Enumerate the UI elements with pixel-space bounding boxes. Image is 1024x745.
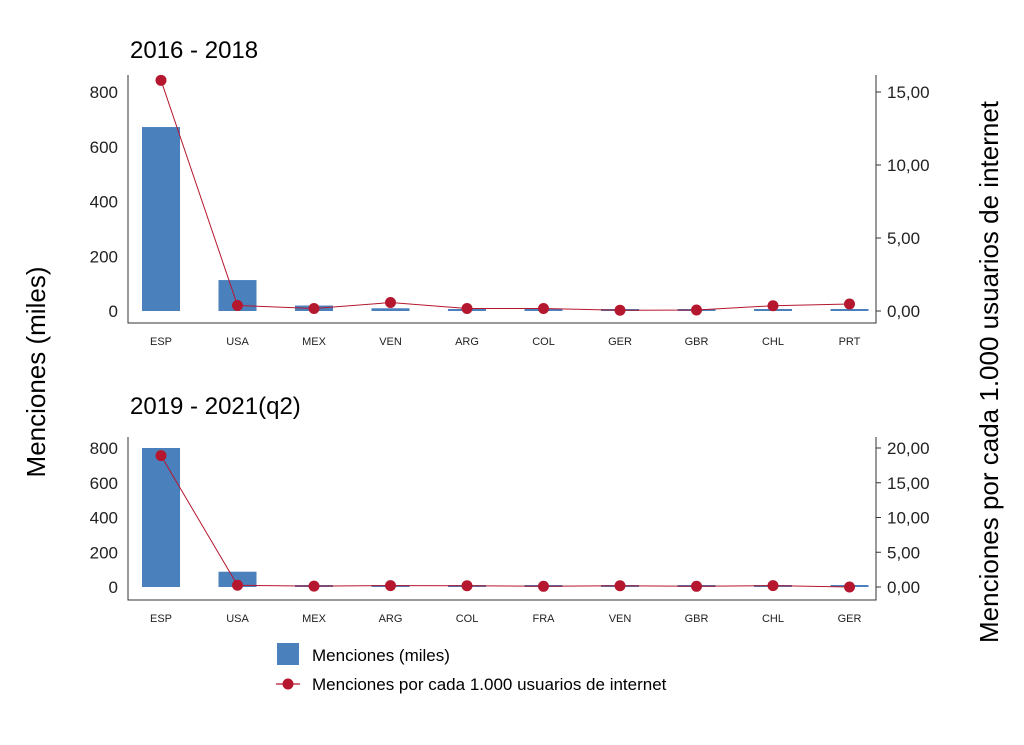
right-tick-label: 5,00: [887, 229, 920, 248]
rate-point: [155, 74, 167, 86]
panel-title: 2016 - 2018: [130, 37, 258, 64]
left-tick-label: 200: [90, 543, 118, 562]
category-label: COL: [456, 613, 479, 625]
right-tick-label: 0,00: [887, 302, 920, 321]
left-tick-label: 600: [90, 138, 118, 157]
left-tick-label: 600: [90, 474, 118, 493]
category-label: COL: [532, 336, 555, 348]
panel-2: 2019 - 2021(q2) 0 200 400 600 800 0,00 5,00 10,0…: [90, 393, 930, 625]
rate-point: [308, 580, 320, 592]
rate-point: [691, 304, 702, 316]
category-label: FRA: [533, 613, 556, 625]
legend-bar-swatch: [277, 643, 299, 665]
legend: Menciones (miles) Menciones por cada 1.0…: [276, 643, 667, 694]
panel-title: 2019 - 2021(q2): [130, 393, 301, 420]
category-label: VEN: [609, 613, 632, 625]
legend-point-swatch: [282, 678, 294, 690]
rate-point: [691, 580, 702, 592]
rate-point: [232, 579, 243, 591]
left-tick-label: 800: [90, 83, 118, 102]
left-tick-label: 0: [109, 578, 118, 597]
category-label: PRT: [839, 336, 861, 348]
plot-frame: [127, 75, 877, 324]
category-label: GER: [608, 336, 632, 348]
category-label: GBR: [685, 613, 709, 625]
left-tick-label: 400: [90, 193, 118, 212]
category-label: VEN: [379, 336, 402, 348]
rate-line: [160, 455, 850, 588]
category-label: CHL: [762, 336, 784, 348]
rate-point: [461, 580, 473, 592]
left-tick-label: 200: [90, 247, 118, 266]
rate-point: [385, 580, 396, 592]
rate-point: [614, 304, 626, 316]
category-label: ARG: [455, 336, 479, 348]
legend-label-line: Menciones por cada 1.000 usuarios de int…: [312, 675, 667, 694]
y-axis-left-label: Menciones (miles): [21, 267, 51, 478]
rate-point: [844, 581, 855, 593]
bar: [142, 127, 180, 311]
category-label: GBR: [685, 336, 709, 348]
rate-line: [160, 80, 850, 311]
category-label: GER: [838, 613, 862, 625]
right-tick-label: 10,00: [887, 156, 930, 175]
rate-point: [232, 299, 243, 311]
right-tick-label: 5,00: [887, 543, 920, 562]
category-label: MEX: [302, 336, 327, 348]
category-label: ESP: [150, 336, 172, 348]
rate-point: [461, 303, 473, 315]
left-tick-label: 400: [90, 509, 118, 528]
rate-point: [308, 303, 320, 315]
plot-frame: [127, 437, 877, 601]
right-tick-label: 0,00: [887, 578, 920, 597]
rate-point: [538, 580, 549, 592]
rate-point: [385, 297, 396, 309]
category-label: MEX: [302, 613, 327, 625]
bar: [830, 309, 869, 311]
bar: [371, 308, 410, 311]
rate-point: [538, 303, 549, 315]
right-tick-label: 15,00: [887, 474, 930, 493]
panel-1: 2016 - 2018 0 200 400 600 800 0,00 5,00 10,00 15,…: [90, 37, 930, 348]
category-label: USA: [226, 336, 249, 348]
category-label: CHL: [762, 613, 784, 625]
bar: [218, 571, 257, 587]
left-tick-label: 800: [90, 439, 118, 458]
category-label: USA: [226, 613, 249, 625]
rate-point: [844, 298, 855, 310]
category-label: ESP: [150, 613, 172, 625]
rate-point: [767, 580, 779, 592]
category-label: ARG: [379, 613, 403, 625]
rate-point: [155, 450, 167, 462]
legend-label-bars: Menciones (miles): [312, 646, 450, 665]
rate-point: [767, 300, 779, 312]
right-tick-label: 15,00: [887, 83, 930, 102]
right-tick-label: 20,00: [887, 439, 930, 458]
right-tick-label: 10,00: [887, 509, 930, 528]
y-axis-right-label: Menciones por cada 1.000 usuarios de int…: [974, 100, 1004, 643]
left-tick-label: 0: [109, 302, 118, 321]
bar: [142, 448, 180, 587]
rate-point: [614, 580, 626, 592]
